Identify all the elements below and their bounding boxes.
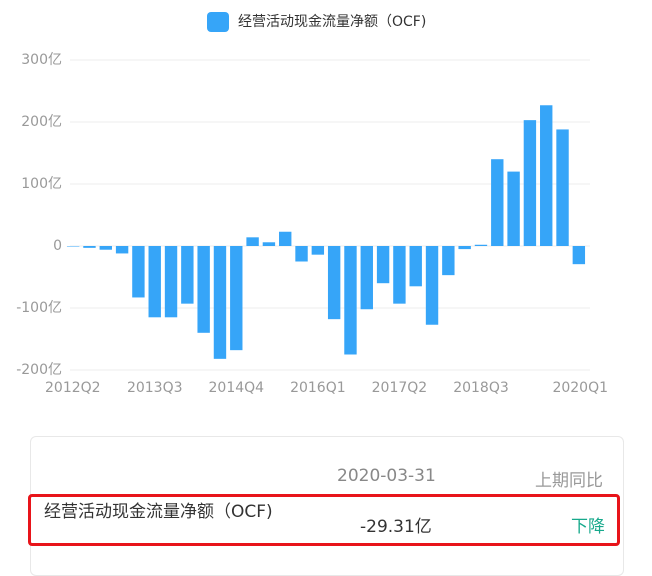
bar <box>458 246 471 250</box>
legend-swatch[interactable] <box>207 12 229 32</box>
bar <box>327 246 341 320</box>
bar <box>409 246 422 287</box>
bar <box>262 242 276 246</box>
bar <box>83 246 96 248</box>
bar <box>311 246 325 255</box>
bar <box>230 246 243 351</box>
bar <box>442 246 455 276</box>
y-tick-label: 0 <box>53 238 62 254</box>
bar <box>115 246 129 254</box>
bar <box>393 246 406 304</box>
row-value: -29.31亿 <box>360 517 432 537</box>
bar <box>507 171 520 246</box>
bar <box>295 246 308 262</box>
x-tick-label: 2020Q1 <box>552 380 608 396</box>
x-tick-label: 2017Q2 <box>372 380 428 396</box>
y-tick-label: 300亿 <box>21 52 62 68</box>
highlight-box <box>28 494 620 546</box>
x-tick-label: 2013Q3 <box>127 380 183 396</box>
bar <box>279 231 292 246</box>
y-tick-label: 200亿 <box>21 114 62 130</box>
x-tick-label: 2012Q2 <box>45 380 101 396</box>
table-header-date: 2020-03-31 <box>337 466 436 486</box>
chart: 经营活动现金流量净额（OCF) -200亿 -100亿 0 100亿 200亿 300亿 2… <box>16 12 608 396</box>
bar <box>572 246 586 265</box>
bar <box>474 244 488 246</box>
bar <box>491 159 504 246</box>
bar <box>148 246 161 318</box>
bar <box>246 237 259 246</box>
bar <box>197 246 210 333</box>
bar <box>344 246 357 355</box>
bar <box>556 129 569 246</box>
bar <box>213 246 227 359</box>
y-tick-label: -100亿 <box>16 300 62 316</box>
row-trend: 下降 <box>571 517 605 537</box>
bar <box>376 246 390 284</box>
bar <box>425 246 439 325</box>
bar <box>540 105 553 246</box>
y-tick-label: -200亿 <box>16 362 62 378</box>
bar <box>164 246 178 318</box>
y-tick-label: 100亿 <box>21 176 62 192</box>
x-tick-label: 2014Q4 <box>209 380 265 396</box>
bar <box>360 246 373 310</box>
bar <box>99 246 112 250</box>
table-header-yoy: 上期同比 <box>535 471 603 491</box>
x-tick-label: 2018Q3 <box>453 380 509 396</box>
bar <box>66 246 80 247</box>
x-tick-label: 2016Q1 <box>290 380 346 396</box>
bar <box>181 246 194 304</box>
bar <box>523 120 537 246</box>
legend-label[interactable]: 经营活动现金流量净额（OCF) <box>238 14 426 30</box>
bar <box>132 246 145 298</box>
row-label: 经营活动现金流量净额（OCF) <box>44 502 273 522</box>
